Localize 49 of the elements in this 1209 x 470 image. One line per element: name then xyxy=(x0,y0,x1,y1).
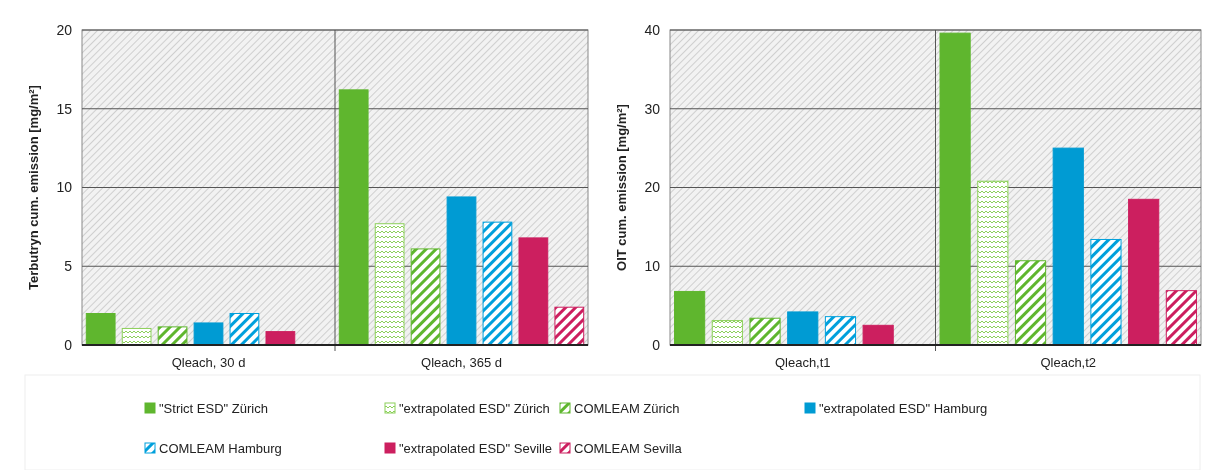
bar xyxy=(977,180,1009,346)
y-axis-title: OIT cum. emission [mg/m²] xyxy=(614,104,629,271)
bar xyxy=(338,89,369,346)
legend-label: "extrapolated ESD" Hamburg xyxy=(819,400,988,416)
bar xyxy=(518,237,549,346)
bar xyxy=(157,326,188,346)
bar xyxy=(482,221,513,346)
y-tick-label: 40 xyxy=(644,21,661,38)
bar xyxy=(1052,147,1084,346)
y-tick-label: 20 xyxy=(56,21,73,38)
legend-label: COMLEAM Zürich xyxy=(574,400,680,416)
legend-label: "Strict ESD" Zürich xyxy=(159,400,268,416)
bar xyxy=(374,223,405,346)
bar xyxy=(787,311,819,346)
bar xyxy=(674,290,706,346)
y-tick-label: 30 xyxy=(644,100,661,117)
bar xyxy=(554,306,585,346)
bar xyxy=(410,248,441,346)
y-tick-label: 15 xyxy=(56,100,73,117)
legend-label: COMLEAM Hamburg xyxy=(159,440,282,456)
y-tick-label: 10 xyxy=(56,179,73,196)
y-axis-title: Terbutryn cum. emission [mg/m²] xyxy=(26,85,41,290)
bar xyxy=(121,327,152,346)
y-tick-label: 10 xyxy=(644,258,661,275)
legend-label: COMLEAM Sevilla xyxy=(574,440,683,456)
bar xyxy=(193,322,224,346)
bar xyxy=(824,316,857,346)
y-tick-label: 5 xyxy=(64,258,73,275)
bar xyxy=(711,320,743,346)
x-tick-label: Qleach, 365 d xyxy=(421,355,502,370)
legend-label: "extrapolated ESD" Seville xyxy=(399,440,553,456)
bar xyxy=(939,32,971,346)
bar xyxy=(1165,290,1197,346)
legend-label: "extrapolated ESD" Zürich xyxy=(399,400,550,416)
bar xyxy=(85,313,116,346)
bar xyxy=(229,313,260,346)
bar xyxy=(749,317,781,346)
y-tick-label: 0 xyxy=(64,336,73,353)
bar xyxy=(862,324,894,346)
bar xyxy=(446,196,477,346)
bar xyxy=(1128,198,1160,346)
bar xyxy=(1090,238,1122,346)
bar xyxy=(1014,260,1047,346)
bar xyxy=(265,331,296,346)
y-tick-label: 20 xyxy=(644,179,661,196)
y-tick-label: 0 xyxy=(652,336,661,353)
x-tick-label: Qleach,t2 xyxy=(1040,355,1097,370)
x-tick-label: Qleach, 30 d xyxy=(171,355,246,370)
x-tick-label: Qleach,t1 xyxy=(774,355,831,370)
